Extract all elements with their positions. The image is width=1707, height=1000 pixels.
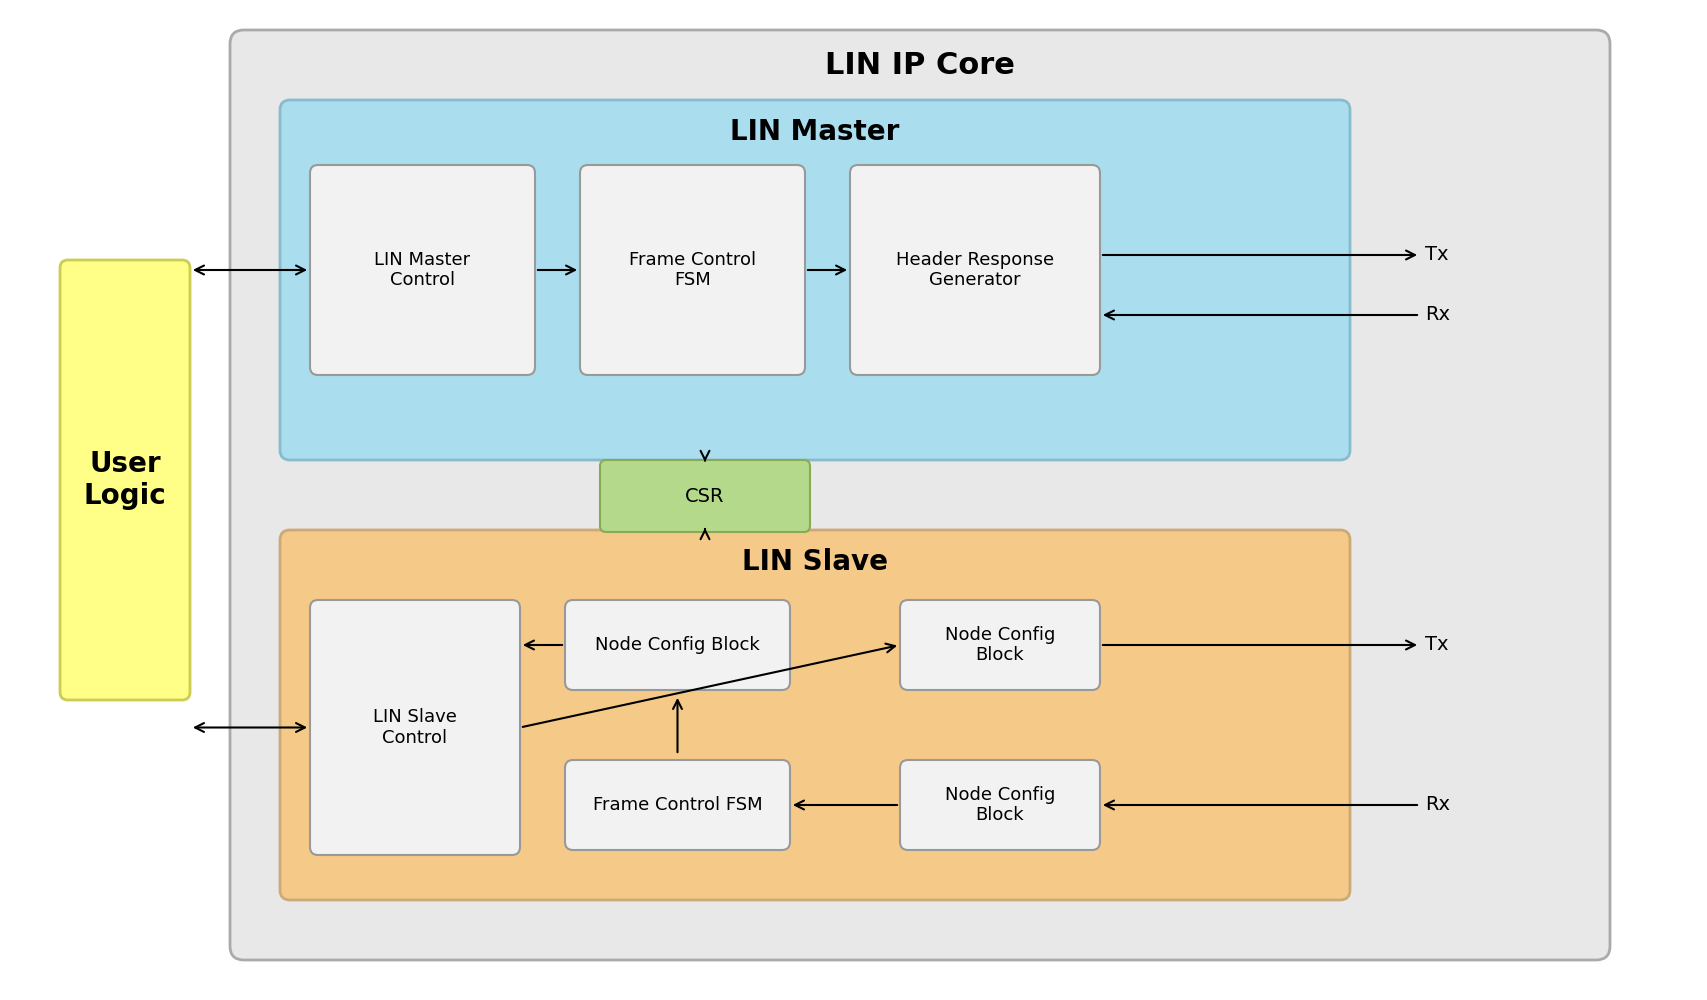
FancyBboxPatch shape <box>565 600 790 690</box>
Text: Node Config Block: Node Config Block <box>594 636 760 654</box>
FancyBboxPatch shape <box>280 100 1349 460</box>
FancyBboxPatch shape <box>580 165 804 375</box>
FancyBboxPatch shape <box>60 260 189 700</box>
FancyBboxPatch shape <box>565 760 790 850</box>
Text: LIN Master
Control: LIN Master Control <box>374 251 471 289</box>
Text: Frame Control FSM: Frame Control FSM <box>592 796 761 814</box>
FancyBboxPatch shape <box>230 30 1610 960</box>
Text: User
Logic: User Logic <box>84 450 166 510</box>
Text: LIN Master: LIN Master <box>731 118 900 146</box>
Text: LIN IP Core: LIN IP Core <box>824 50 1014 80</box>
Text: LIN Slave: LIN Slave <box>741 548 888 576</box>
FancyBboxPatch shape <box>309 600 519 855</box>
FancyBboxPatch shape <box>599 460 809 532</box>
Text: Node Config
Block: Node Config Block <box>944 626 1055 664</box>
Text: Node Config
Block: Node Config Block <box>944 786 1055 824</box>
FancyBboxPatch shape <box>900 600 1099 690</box>
FancyBboxPatch shape <box>280 530 1349 900</box>
Text: Rx: Rx <box>1424 306 1449 324</box>
Text: Tx: Tx <box>1424 245 1448 264</box>
Text: Header Response
Generator: Header Response Generator <box>896 251 1053 289</box>
FancyBboxPatch shape <box>850 165 1099 375</box>
Text: LIN Slave
Control: LIN Slave Control <box>372 708 457 747</box>
Text: Tx: Tx <box>1424 636 1448 654</box>
Text: Frame Control
FSM: Frame Control FSM <box>628 251 756 289</box>
Text: CSR: CSR <box>685 487 724 506</box>
FancyBboxPatch shape <box>900 760 1099 850</box>
FancyBboxPatch shape <box>309 165 534 375</box>
Text: Rx: Rx <box>1424 796 1449 814</box>
